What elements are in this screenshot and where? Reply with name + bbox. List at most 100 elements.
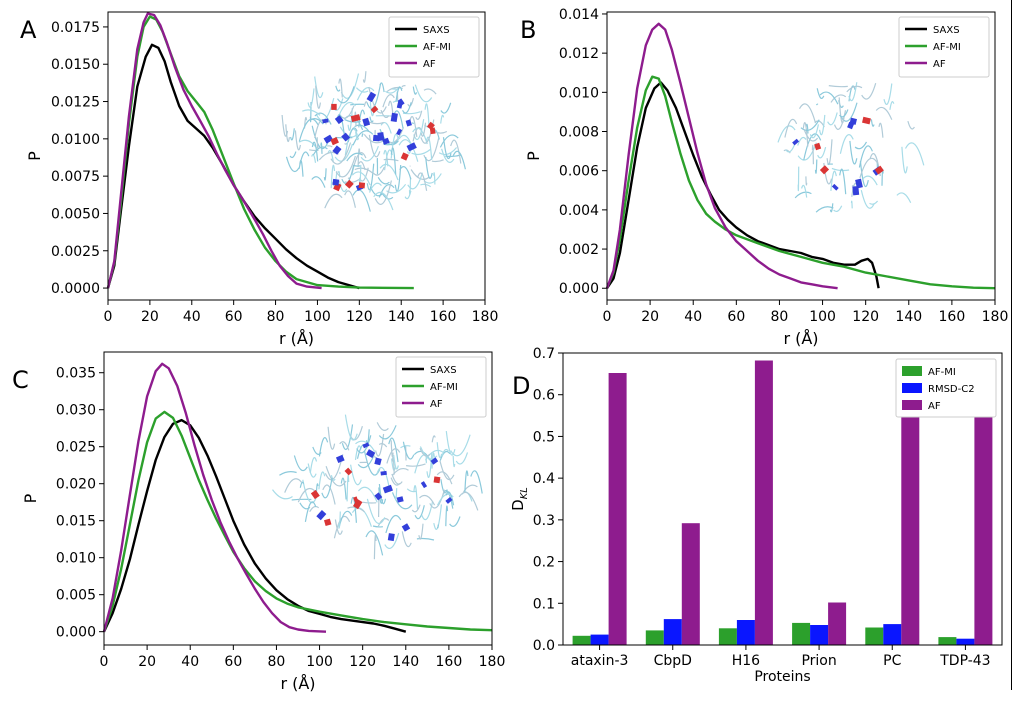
ribbon-strand [314,76,324,99]
ribbon-strand [373,191,394,211]
ribbon-strand [354,111,357,127]
ribbon-strand [859,157,879,179]
x-tick-label: 180 [479,654,506,670]
ribbon-strand [355,131,360,141]
ribbon-strand [826,139,833,166]
ribbon-strand [399,166,412,180]
panel-letter: C [12,366,29,394]
ribbon-strand [360,145,379,162]
ribbon-strand [347,107,353,131]
bar-af-mi [572,635,591,645]
ribbon-strand [312,446,322,455]
ribbon-strand [346,152,364,162]
ribbon-strand [391,473,403,485]
legend-label: SAXS [430,365,457,376]
y-tick-label: 0.0150 [51,57,100,73]
panel-letter: D [512,372,530,400]
x-tick-label: 0 [104,309,113,325]
x-tick-label: 120 [349,654,376,670]
ribbon-strand [311,141,319,162]
ribbon-strand [363,134,384,144]
ribbon-strand [439,460,455,481]
x-tick-label: 80 [771,309,789,325]
ribbon-strand [404,190,412,200]
ribbon-strand [368,182,382,193]
y-tick-label: 0.0175 [51,20,100,36]
ribbon-strand [458,491,479,511]
helix-segment [332,178,340,186]
ribbon-strand [327,426,336,450]
ribbon-strand [409,116,418,137]
x-tick-label: 180 [472,309,499,325]
x-tick-label: 160 [436,654,463,670]
ribbon-strand [350,103,365,106]
helix-segment [387,533,395,542]
ribbon-strand [794,191,812,199]
ribbon-strand [290,128,295,141]
ribbon-strand [419,446,438,460]
y-tick-label: 0.000 [56,625,96,641]
x-tick-label: 60 [727,309,745,325]
ribbon-strand [833,205,843,213]
legend: SAXS AF-MI AF [898,16,990,78]
ribbon-strand [284,478,302,493]
ribbon-strand [330,142,352,165]
ribbon-strand [425,136,433,160]
ribbon-strand [411,504,421,513]
ribbon-strand [320,142,323,154]
x-axis-label: r (Å) [280,674,315,693]
ribbon-strand [379,82,385,93]
ribbon-strand [304,501,317,523]
x-tick-label: 20 [641,309,659,325]
legend-label: AF-MI [423,42,451,53]
y-tick-label: 0.1 [533,596,555,612]
ribbon-strand [904,142,925,166]
ribbon-strand [881,168,884,186]
legend-label: AF [928,401,941,412]
ribbon-strand [414,84,433,103]
ribbon-strand [388,437,399,463]
ribbon-strand [325,466,347,487]
y-tick-label: 0.010 [56,551,96,567]
ribbon-strand [445,505,449,527]
ribbon-strand [814,159,818,174]
ribbon-strand [827,112,838,126]
y-tick-label: 0.035 [56,366,96,382]
y-tick-label: 0.0050 [51,206,100,222]
legend-label: AF [423,59,436,70]
ribbon-strand [846,85,863,93]
panel-b: B 0 20 40 60 80 100 120 140 160 180 0.000 0.002 0.004… [520,7,1008,348]
helix-segment [862,116,871,125]
x-tick-label: H16 [732,653,760,669]
helix-segment [350,114,361,123]
bar-rmsd-c2 [736,620,755,645]
ribbon-strand [401,531,412,548]
helix-segment [362,117,371,127]
y-tick-label: 0.3 [533,513,555,529]
ribbon-strand [423,88,437,95]
ribbon-strand [369,101,375,117]
x-tick-label: 180 [982,309,1009,325]
structure-inset-b [777,82,925,213]
y-tick-label: 0.5 [533,429,555,445]
ribbon-strand [391,456,395,475]
ribbon-strand [369,116,374,123]
ribbon-strand [416,537,435,541]
bar-af [828,602,847,645]
bar-rmsd-c2 [663,619,682,645]
ribbon-strand [393,455,399,470]
series-line-saxs [102,418,407,633]
ribbon-strand [424,103,430,128]
ribbon-strand [420,122,427,137]
ribbon-strand [803,128,819,142]
ribbon-strand [401,102,412,114]
ribbon-strand [340,73,360,99]
helix-segment [366,91,377,103]
y-tick-label: 0.006 [559,164,599,180]
ribbon-strand [797,166,800,192]
ribbon-strand [351,171,371,186]
bar-af [974,402,993,645]
ribbon-strand [374,180,392,205]
ribbon-strand [357,148,361,167]
ribbon-strand [803,133,822,161]
